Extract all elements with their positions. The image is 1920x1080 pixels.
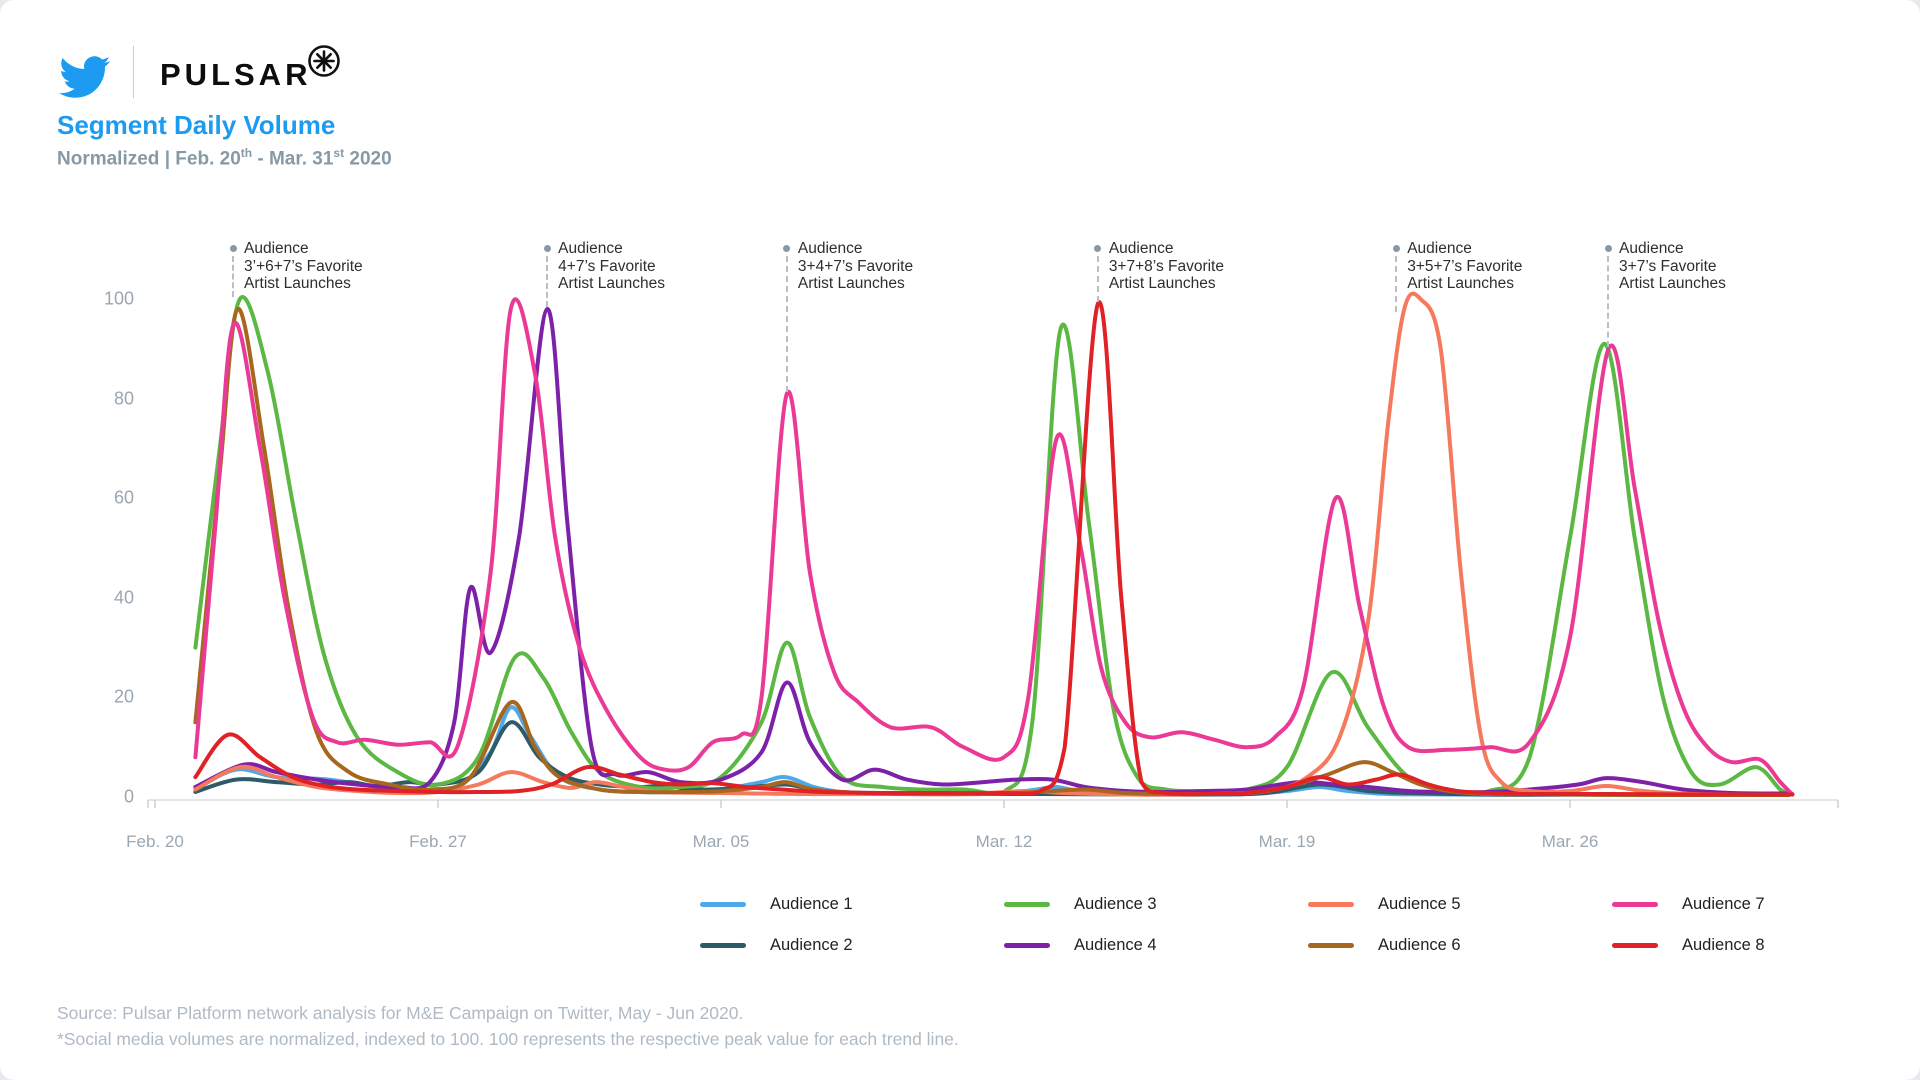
- annotation-label: Audience 3’+6+7’s Favorite Artist Launches: [244, 240, 363, 293]
- legend-swatch: [1004, 943, 1050, 948]
- annotation-dashed-line: [546, 256, 549, 307]
- x-tick-label: Feb. 27: [409, 832, 467, 851]
- subtitle-sup: st: [333, 146, 345, 160]
- annotation-dot-icon: [1094, 245, 1102, 252]
- annotation-label-line: Artist Launches: [244, 275, 351, 292]
- x-tick-label: Mar. 05: [692, 832, 750, 851]
- legend-item-audience-7: Audience 7: [1612, 895, 1916, 914]
- y-tick-label: 20: [113, 686, 134, 707]
- annotation-label-line: Audience: [244, 240, 309, 257]
- legend-swatch: [1612, 902, 1658, 907]
- legend-swatch: [1308, 943, 1354, 948]
- legend-item-audience-4: Audience 4: [1004, 936, 1308, 955]
- annotation-label-line: Artist Launches: [1407, 275, 1515, 292]
- annotation-dashed-line: [1395, 256, 1398, 312]
- legend-item-audience-6: Audience 6: [1308, 936, 1612, 955]
- annotation-label-line: Audience: [797, 240, 863, 257]
- annotation-label-line: 4+7’s Favorite: [558, 257, 656, 275]
- legend-swatch: [1308, 902, 1354, 907]
- y-tick-label: 60: [113, 487, 134, 508]
- annotation-dot-icon: [783, 245, 791, 252]
- x-tick-label: Mar. 12: [975, 832, 1033, 851]
- legend-label: Audience 1: [770, 895, 853, 913]
- y-tick-label: 0: [123, 786, 134, 807]
- annotation-label-line: Audience: [1619, 240, 1684, 257]
- series-line-audience-4: [193, 306, 1791, 796]
- annotation-label-line: Artist Launches: [558, 275, 665, 292]
- annotation-label-line: Audience: [1108, 240, 1174, 257]
- legend-swatch: [1004, 902, 1050, 907]
- y-tick-label: 80: [113, 388, 134, 409]
- annotation-label-line: Artist Launches: [1108, 275, 1216, 292]
- subtitle-text: - Mar. 31: [252, 148, 334, 170]
- annotation-label-line: 3’+6+7’s Favorite: [244, 257, 363, 275]
- annotation-label-line: 3+7+8’s Favorite: [1108, 257, 1224, 275]
- legend-label: Audience 4: [1074, 936, 1157, 954]
- series-line-audience-5: [193, 291, 1791, 797]
- legend-swatch: [1612, 943, 1658, 948]
- annotation-label: Audience 3+4+7’s Favorite Artist Launches: [798, 240, 913, 293]
- legend-item-audience-5: Audience 5: [1308, 895, 1612, 914]
- legend-label: Audience 2: [770, 936, 853, 954]
- annotation-label-line: Audience: [1407, 240, 1472, 257]
- logo-divider: [133, 46, 134, 98]
- annotation-label: Audience 3+5+7’s Favorite Artist Launches: [1407, 240, 1522, 293]
- annotation-label-line: Audience: [558, 240, 623, 257]
- annotation-label: Audience 3+7’s Favorite Artist Launches: [1619, 240, 1726, 293]
- page-subtitle: Normalized | Feb. 20th - Mar. 31st 2020: [57, 146, 392, 170]
- y-tick-label: 100: [103, 288, 134, 309]
- annotation-label-line: 3+4+7’s Favorite: [797, 257, 914, 275]
- annotation-dot-icon: [1392, 245, 1400, 252]
- x-tick-label: Feb. 20: [126, 832, 184, 851]
- legend-item-audience-3: Audience 3: [1004, 895, 1308, 914]
- annotation-label-line: Artist Launches: [797, 275, 905, 292]
- legend-item-audience-8: Audience 8: [1612, 936, 1916, 955]
- annotation-dashed-line: [1096, 256, 1099, 302]
- legend-swatch: [700, 902, 746, 907]
- annotation-label-line: 3+7’s Favorite: [1619, 257, 1717, 275]
- legend-item-audience-2: Audience 2: [700, 936, 1004, 955]
- annotation-dashed-line: [1607, 256, 1610, 347]
- source-line: Source: Pulsar Platform network analysis…: [57, 1003, 744, 1023]
- legend-label: Audience 5: [1378, 895, 1461, 913]
- legend-label: Audience 6: [1378, 936, 1461, 954]
- annotation-label: Audience 4+7’s Favorite Artist Launches: [558, 240, 665, 293]
- annotation-dashed-line: [785, 256, 788, 392]
- legend-label: Audience 3: [1074, 895, 1157, 913]
- legend-label: Audience 7: [1682, 895, 1765, 913]
- chart-legend: Audience 1 Audience 2 Audience 3 Audience 4…: [700, 884, 1916, 966]
- subtitle-sup: th: [240, 146, 253, 160]
- annotation-label-line: 3+5+7’s Favorite: [1407, 257, 1523, 275]
- subtitle-text: Normalized | Feb. 20: [57, 148, 241, 170]
- legend-item-audience-1: Audience 1: [700, 895, 1004, 914]
- pulsar-wordmark: PULSAR: [160, 57, 312, 92]
- source-note: Source: Pulsar Platform network analysis…: [57, 1000, 959, 1052]
- pulsar-star-icon: [308, 45, 340, 77]
- annotation-label: Audience 3+7+8’s Favorite Artist Launches: [1109, 240, 1224, 293]
- x-tick-label: Mar. 19: [1258, 832, 1316, 851]
- y-tick-label: 40: [113, 587, 134, 608]
- annotation-dashed-line: [232, 256, 235, 297]
- annotation-label-line: Artist Launches: [1619, 275, 1726, 292]
- disclaimer-line: *Social media volumes are normalized, in…: [57, 1029, 959, 1049]
- series-line-audience-6: [193, 306, 1791, 798]
- series-line-audience-3: [193, 295, 1795, 796]
- twitter-bird-icon: [59, 56, 111, 98]
- page-title: Segment Daily Volume: [57, 110, 336, 140]
- subtitle-text: 2020: [344, 148, 392, 170]
- legend-label: Audience 8: [1682, 936, 1765, 954]
- annotation-dot-icon: [229, 245, 237, 252]
- series-line-audience-7: [193, 297, 1795, 797]
- x-tick-label: Mar. 26: [1541, 832, 1599, 851]
- annotation-dot-icon: [1604, 245, 1612, 252]
- annotation-dot-icon: [543, 245, 551, 252]
- series-line-audience-8: [193, 300, 1795, 797]
- legend-swatch: [700, 943, 746, 948]
